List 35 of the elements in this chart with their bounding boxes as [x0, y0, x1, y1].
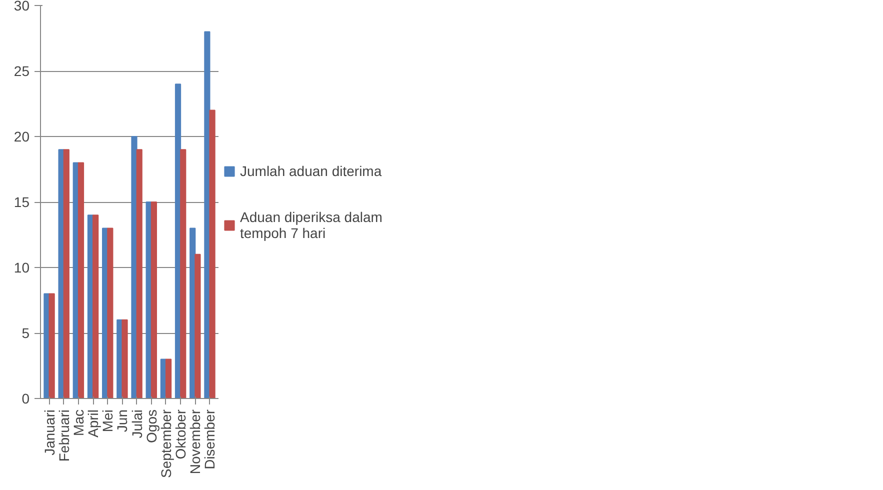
legend-label: Aduan diperiksa dalam tempoh 7 hari	[240, 208, 382, 240]
x-tick-label: Ogos	[143, 409, 160, 443]
x-tick-label: Jun	[114, 409, 130, 432]
x-tick-label: November	[187, 409, 204, 474]
bar	[180, 149, 186, 398]
x-tick-label: Oktober	[172, 409, 189, 460]
x-tick-label: Julai	[128, 409, 145, 438]
y-tick-label: 15	[14, 194, 30, 210]
y-tick-label: 5	[22, 325, 30, 341]
x-tick-label: April	[85, 409, 102, 438]
bar	[44, 293, 50, 398]
y-tick-label: 25	[14, 63, 30, 79]
x-tick-label: Januari	[41, 409, 58, 456]
bar	[209, 110, 216, 398]
bar	[107, 228, 114, 398]
y-tick-label: 30	[14, 0, 30, 14]
legend-label: Jumlah aduan diterima	[240, 162, 382, 178]
bar	[194, 254, 201, 398]
bar	[150, 202, 157, 398]
x-tick-label: Februari	[56, 409, 72, 462]
y-tick-label: 20	[14, 128, 30, 144]
y-tick-label: 0	[22, 390, 30, 406]
bar	[63, 149, 70, 398]
x-tick-label: Mac	[70, 409, 86, 436]
x-tick-label: Mei	[100, 409, 116, 432]
x-tick-label: Disember	[202, 409, 218, 470]
bar	[165, 358, 172, 398]
bar	[78, 162, 84, 398]
bar	[122, 319, 128, 398]
bar	[58, 149, 64, 398]
bar	[48, 293, 55, 398]
bar	[92, 214, 99, 398]
bar	[136, 149, 142, 398]
bar	[131, 136, 138, 398]
y-tick-label: 10	[14, 260, 30, 276]
